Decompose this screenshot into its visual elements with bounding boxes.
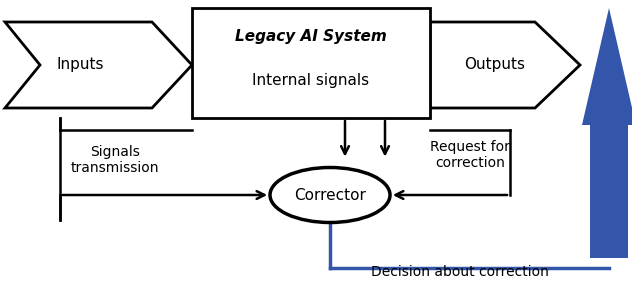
Text: Outputs: Outputs — [464, 58, 525, 72]
Text: Corrector: Corrector — [294, 188, 366, 202]
Text: Legacy AI System: Legacy AI System — [235, 28, 387, 43]
Text: Decision about correction: Decision about correction — [371, 265, 549, 279]
Text: Internal signals: Internal signals — [252, 72, 370, 87]
Bar — [192, 8, 430, 118]
Text: Signals
transmission: Signals transmission — [71, 145, 159, 175]
Ellipse shape — [270, 168, 390, 222]
Text: Inputs: Inputs — [56, 58, 104, 72]
Polygon shape — [582, 8, 632, 258]
Text: Request for
correction: Request for correction — [430, 140, 510, 170]
Polygon shape — [430, 22, 580, 108]
Polygon shape — [5, 22, 192, 108]
